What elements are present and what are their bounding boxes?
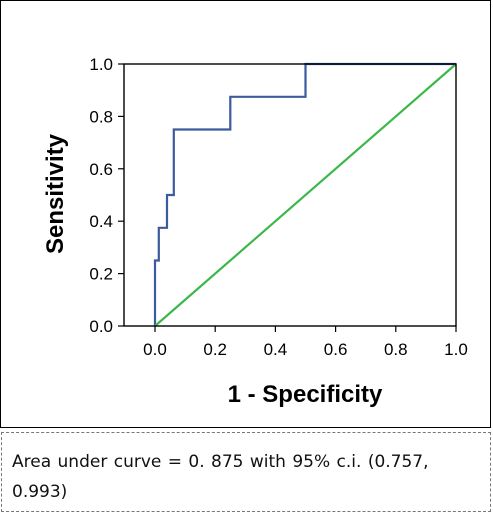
y-tick-label: 0.2 [89, 265, 113, 284]
y-tick-label: 0.0 [89, 317, 113, 336]
plot-background [124, 64, 456, 326]
y-tick-label: 1.0 [89, 55, 113, 74]
caption-box: Area under curve = 0. 875 with 95% c.i. … [1, 432, 491, 512]
plot-area: 0.0 0.2 0.4 0.6 0.8 1.0 0.0 0.2 0.4 0.6 0.8 1.0 [89, 55, 467, 359]
plot-frame [123, 63, 457, 327]
series-layer [153, 62, 457, 327]
x-tick-label: 0.2 [203, 340, 227, 359]
reference-diagonal-line [154, 63, 457, 327]
roc-chart: 0.0 0.2 0.4 0.6 0.8 1.0 0.0 0.2 0.4 0.6 0.8 1.0 1 -… [42, 55, 468, 408]
y-tick-label: 0.4 [89, 212, 113, 231]
y-tick-label: 0.8 [89, 107, 113, 126]
y-tick-label: 0.6 [89, 160, 113, 179]
x-tick-label: 0.0 [143, 340, 167, 359]
x-tick-label: 0.6 [324, 340, 348, 359]
x-tick-label: 0.4 [264, 340, 288, 359]
roc-curve-line [153, 62, 456, 326]
axis-layer: 0.0 0.2 0.4 0.6 0.8 1.0 0.0 0.2 0.4 0.6 0.8 1.0 [89, 55, 467, 359]
caption-text: Area under curve = 0. 875 with 95% c.i. … [12, 452, 429, 502]
x-axis-title: 1 - Specificity [228, 381, 383, 408]
y-axis-title: Sensitivity [42, 133, 69, 254]
x-tick-label: 0.8 [384, 340, 408, 359]
x-tick-label: 1.0 [444, 340, 468, 359]
